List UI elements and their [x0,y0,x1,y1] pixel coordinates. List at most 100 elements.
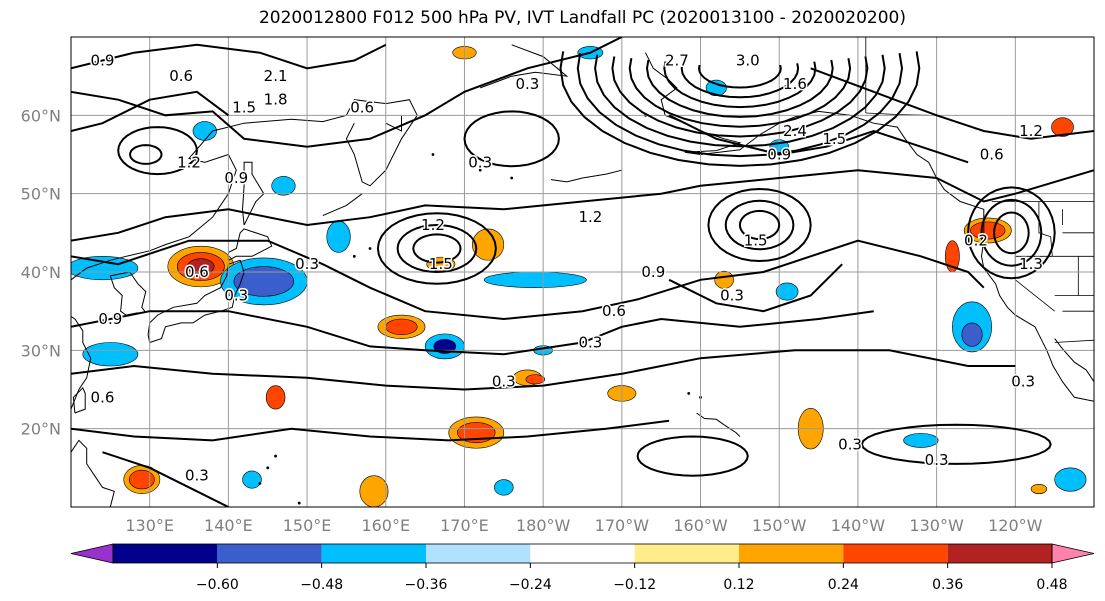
colorbar-tick-label: −0.36 [405,577,448,593]
coastline [480,44,569,89]
contour-label: 0.9 [224,169,248,187]
pv-contour [463,110,560,168]
pc-shading-patch [326,220,351,253]
colorbar-tick-label: 0.48 [1036,577,1067,593]
colorbar-tick-label: −0.12 [613,577,656,593]
pv-contour [594,54,886,148]
island [352,254,356,258]
colorbar-tick-label: −0.60 [196,577,239,593]
coastline [109,271,147,316]
contour-label: 2.7 [665,52,689,70]
contour-label: 0.6 [185,263,209,281]
latitude-labels: 60°N 50°N 40°N 30°N 20°N [21,106,61,438]
contour-label: 0.6 [169,67,193,85]
coastline [696,412,741,437]
coastline [550,169,622,183]
longitude-label: 160°W [673,516,728,535]
contour-label: 1.2 [1019,122,1043,140]
colorbar-extend-high [1051,543,1095,564]
coastline [72,387,86,414]
contour-label: 0.9 [98,310,122,328]
colorbar-segment [321,544,426,563]
colorbar-segment [426,544,531,563]
pc-shading-patch [1030,483,1048,494]
pv-contour [668,263,843,313]
island [687,392,691,395]
pv-contour [980,198,1043,267]
pv-contour [71,419,670,442]
contour-label: 0.3 [720,287,744,305]
colorbar-segment [530,544,635,563]
pc-shading-patch [494,479,514,496]
pv-contour [680,63,800,99]
contour-label: 1.2 [177,153,201,171]
colorbar-segment [634,544,739,563]
longitude-label: 130°W [909,516,964,535]
coastline [1054,338,1094,382]
pv-contour-labels: 0.9 0.6 2.1 1.8 1.5 1.2 0.9 0.6 0.3 0.3 2.7 3.0 1.6 2… [89,50,1044,486]
coastline [241,161,265,226]
contour-label: 3.0 [736,52,760,70]
pv-contour [396,223,478,274]
colorbar-tick-label: 0.12 [723,577,754,593]
longitude-label: 140°E [204,516,253,535]
contour-label: 1.6 [783,75,807,93]
island [297,501,301,505]
pc-shading-patch [71,256,139,281]
latitude-label: 30°N [21,341,61,360]
map-title: 2020012800 F012 500 hPa PV, IVT Landfall… [258,8,906,28]
pc-shading-patch [242,470,262,489]
pv-contour [707,187,812,263]
contour-label: 1.5 [744,232,768,250]
contour-label: 0.6 [350,99,374,117]
contour-label: 0.6 [91,388,115,406]
pv-contour [559,51,921,167]
island [266,466,270,470]
contour-label: 0.2 [964,232,988,250]
colorbar-tick-label: 0.24 [828,577,859,593]
pc-shading-patch [128,469,155,490]
longitude-label: 120°W [988,516,1043,535]
longitude-label: 150°E [283,516,332,535]
pv-contour [636,435,749,477]
contour-label: 0.3 [838,435,862,453]
contour-label: 0.3 [925,451,949,469]
longitude-label: 170°W [595,516,650,535]
contour-label: 0.9 [91,52,115,70]
contour-label: 0.3 [492,373,516,391]
contour-label: 0.3 [224,287,248,305]
latitude-label: 60°N [21,106,61,125]
contour-label: 2.4 [783,122,807,140]
colorbar-segment [947,544,1052,563]
pv-contour [967,186,1056,280]
pv-contour [412,233,462,264]
colorbar-tick-label: −0.24 [509,577,552,593]
contour-label: 1.5 [429,255,453,273]
longitude-label: 150°W [752,516,807,535]
contour-label: 2.1 [264,67,288,85]
pc-shading-patch [1051,117,1074,137]
pv-contour [724,199,795,251]
pv-contour [993,211,1030,255]
pc-shading-patch [775,282,799,301]
contour-label: 1.8 [264,91,288,109]
colorbar-segment [113,544,218,563]
pc-shading-patch [472,228,505,261]
longitude-label: 180°W [516,516,571,535]
latitude-label: 20°N [21,420,61,439]
colorbar: −0.60 −0.48 −0.36 −0.24 −0.12 0.12 0.24 0.36 0.4… [70,543,1095,593]
pc-shading-patch [1054,467,1087,492]
pv-contour [117,126,198,176]
pv-contour [628,58,852,128]
colorbar-tick-label: 0.36 [932,577,963,593]
pv-contour [71,37,623,148]
colorbar-outline [112,543,1053,564]
pc-shading-patch [961,322,983,347]
pv-contour [71,310,874,356]
pv-contour [376,212,497,285]
pv-contour [810,67,1094,140]
coastline [71,99,418,281]
pv-contour [102,451,229,507]
contour-label: 0.9 [767,146,791,164]
pc-shading [71,46,1087,507]
